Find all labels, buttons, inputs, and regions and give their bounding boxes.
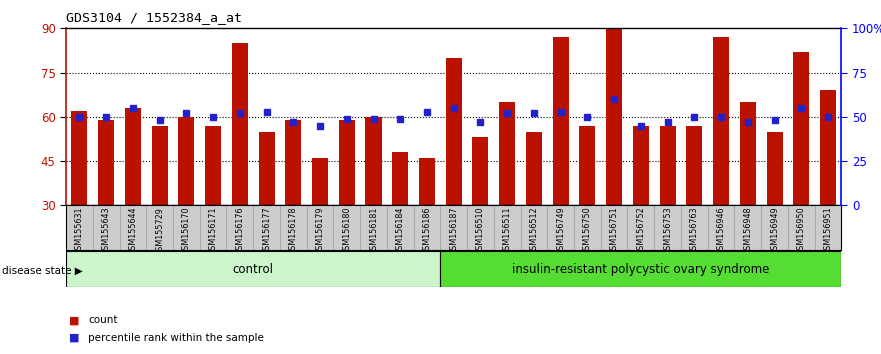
Text: GSM156187: GSM156187	[449, 207, 458, 255]
Bar	[178, 117, 195, 205]
Text: GSM156763: GSM156763	[690, 207, 699, 255]
Bar	[606, 28, 622, 205]
Bar	[285, 120, 301, 205]
Text: GSM156177: GSM156177	[262, 207, 271, 255]
Text: GSM156178: GSM156178	[289, 207, 298, 255]
Bar	[766, 132, 782, 205]
Bar	[205, 126, 221, 205]
Bar	[312, 158, 328, 205]
Text: GSM156750: GSM156750	[583, 207, 592, 255]
Bar	[686, 126, 702, 205]
Bar	[580, 126, 596, 205]
Text: count: count	[88, 315, 117, 325]
Bar	[419, 158, 435, 205]
Bar	[152, 126, 167, 205]
Text: GSM156170: GSM156170	[181, 207, 191, 255]
Text: ■: ■	[69, 315, 79, 325]
Text: GSM156753: GSM156753	[663, 207, 672, 255]
Bar	[98, 120, 115, 205]
Bar	[740, 102, 756, 205]
Text: GSM155643: GSM155643	[101, 207, 111, 255]
Bar	[71, 111, 87, 205]
Text: GSM156186: GSM156186	[423, 207, 432, 255]
Text: GSM156950: GSM156950	[796, 207, 806, 255]
Text: GSM156510: GSM156510	[476, 207, 485, 255]
Bar	[440, 251, 841, 287]
Text: GSM156946: GSM156946	[716, 207, 726, 255]
Text: disease state ▶: disease state ▶	[2, 266, 83, 276]
Bar	[392, 152, 408, 205]
Text: GSM155631: GSM155631	[75, 207, 84, 255]
Text: percentile rank within the sample: percentile rank within the sample	[88, 333, 264, 343]
Text: GSM156752: GSM156752	[636, 207, 646, 255]
Text: GSM156179: GSM156179	[315, 207, 324, 255]
Bar	[258, 132, 275, 205]
Bar	[633, 126, 649, 205]
Text: GSM156511: GSM156511	[503, 207, 512, 255]
Text: GSM156751: GSM156751	[610, 207, 618, 255]
Text: GSM155729: GSM155729	[155, 207, 164, 256]
Text: GSM155644: GSM155644	[129, 207, 137, 255]
Text: GSM156951: GSM156951	[824, 207, 833, 255]
Text: GSM156512: GSM156512	[529, 207, 538, 255]
Text: control: control	[233, 263, 274, 275]
Bar	[472, 137, 488, 205]
Text: GSM156184: GSM156184	[396, 207, 404, 255]
Bar	[793, 52, 810, 205]
Text: GDS3104 / 1552384_a_at: GDS3104 / 1552384_a_at	[66, 11, 242, 24]
Text: GSM156749: GSM156749	[556, 207, 565, 255]
Bar	[660, 126, 676, 205]
Text: GSM156180: GSM156180	[343, 207, 352, 255]
Bar	[526, 132, 542, 205]
Text: insulin-resistant polycystic ovary syndrome: insulin-resistant polycystic ovary syndr…	[512, 263, 769, 275]
Text: ■: ■	[69, 333, 79, 343]
Text: GSM156948: GSM156948	[744, 207, 752, 255]
Bar	[820, 90, 836, 205]
Text: GSM156176: GSM156176	[235, 207, 244, 255]
Bar	[125, 108, 141, 205]
Bar	[552, 37, 568, 205]
Text: GSM156949: GSM156949	[770, 207, 779, 255]
Text: GSM156171: GSM156171	[209, 207, 218, 255]
Bar	[366, 117, 381, 205]
Text: GSM156181: GSM156181	[369, 207, 378, 255]
Bar	[713, 37, 729, 205]
Bar	[66, 251, 440, 287]
Bar	[339, 120, 355, 205]
Bar	[232, 43, 248, 205]
Bar	[446, 58, 462, 205]
Bar	[500, 102, 515, 205]
